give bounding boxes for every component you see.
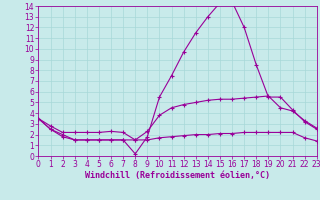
X-axis label: Windchill (Refroidissement éolien,°C): Windchill (Refroidissement éolien,°C): [85, 171, 270, 180]
